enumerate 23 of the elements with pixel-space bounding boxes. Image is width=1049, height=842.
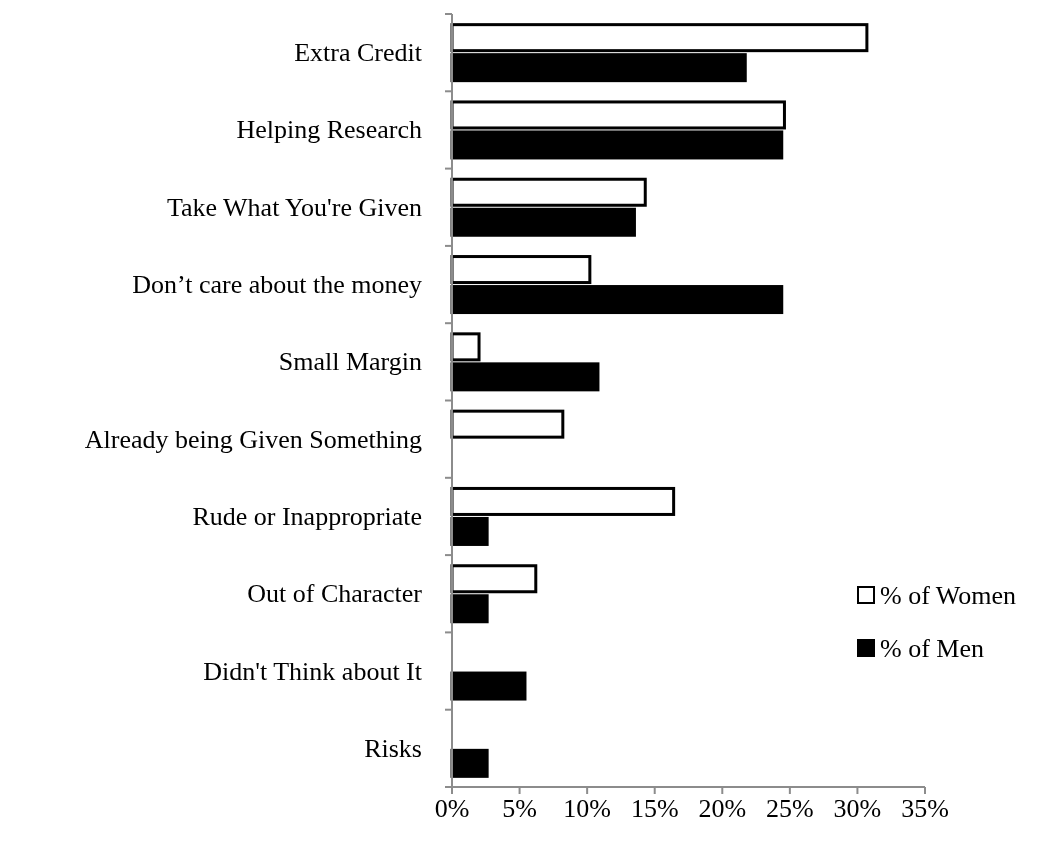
legend-label: % of Men bbox=[880, 633, 984, 663]
y-tick-label: Risks bbox=[364, 733, 422, 763]
y-tick-label: Small Margin bbox=[278, 347, 422, 377]
y-tick-label: Already being Given Something bbox=[84, 424, 422, 454]
x-tick-label: 0% bbox=[434, 794, 470, 823]
y-tick-label: Extra Credit bbox=[294, 38, 423, 68]
y-tick-label: Out of Character bbox=[247, 579, 423, 609]
legend-label: % of Women bbox=[880, 580, 1017, 610]
x-tick-label: 35% bbox=[901, 794, 949, 823]
bar bbox=[450, 748, 489, 778]
bar bbox=[450, 409, 565, 439]
x-tick-label: 30% bbox=[833, 794, 882, 823]
x-tick-label: 15% bbox=[630, 794, 679, 823]
bar bbox=[450, 671, 527, 701]
y-tick-label: Rude or Inappropriate bbox=[192, 501, 422, 531]
y-tick-label: Helping Research bbox=[236, 115, 422, 145]
y-tick-label: Didn't Think about It bbox=[203, 656, 423, 686]
x-tick-label: 20% bbox=[698, 794, 747, 823]
x-tick-label: 10% bbox=[563, 794, 611, 823]
y-tick-label: Take What You're Given bbox=[166, 192, 422, 222]
x-tick-label: 25% bbox=[766, 794, 814, 823]
x-tick-label: 5% bbox=[502, 794, 537, 823]
y-tick-label: Don’t care about the money bbox=[132, 270, 422, 300]
